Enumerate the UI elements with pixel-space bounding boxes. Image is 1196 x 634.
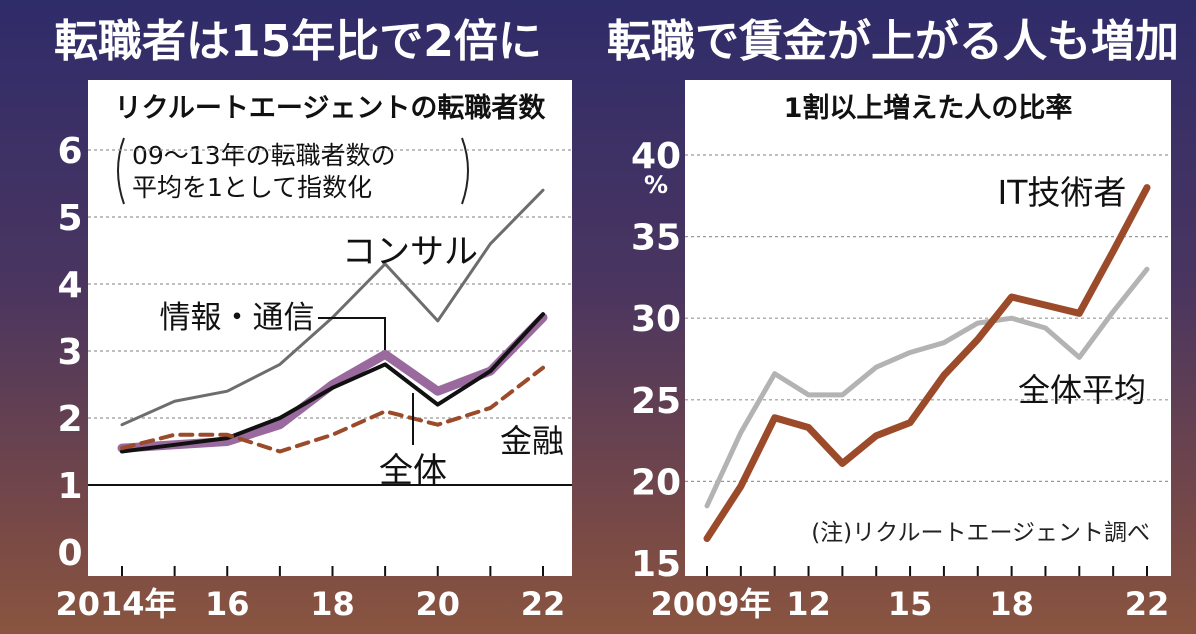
chart2-plot-area xyxy=(685,80,1171,576)
chart1-x-tick-label: 16 xyxy=(205,585,250,623)
chart1-note-line2: 平均を1として指数化 xyxy=(132,173,372,202)
chart1-y-tick-label: 6 xyxy=(57,131,82,172)
chart1-series-label-2: 全体 xyxy=(379,451,447,491)
chart1-note-line1: 09～13年の転職者数の xyxy=(132,141,396,170)
chart2-footnote: (注)リクルートエージェント調べ xyxy=(811,520,1150,546)
chart2-x-tick-label: 22 xyxy=(1125,585,1170,623)
chart2-panel: 1割以上増えた人の比率 % (注)リクルートエージェント調べ 15 20 25 30 3… xyxy=(631,80,1171,623)
chart2-y-tick-label: 20 xyxy=(631,462,681,503)
chart2-title: 転職で賃金が上がる人も増加 xyxy=(607,16,1179,67)
chart1-series-label-1: 情報・通信 xyxy=(160,300,315,336)
chart1-note-bracket-right xyxy=(461,137,469,205)
chart1-note-bracket-left xyxy=(117,137,125,205)
chart2-y-tick-label: 25 xyxy=(631,381,681,422)
chart1-y-tick-label: 2 xyxy=(57,399,82,440)
chart2-series-label-0: 全体平均 xyxy=(1018,371,1146,409)
chart1-x-tick-label: 2014年 xyxy=(55,585,176,623)
chart1-series-line-2 xyxy=(120,312,545,454)
chart1-x-tick-label: 20 xyxy=(415,585,460,623)
chart2-unit: % xyxy=(644,171,668,199)
chart1-series-line-3 xyxy=(120,365,545,454)
chart1-y-tick-label: 0 xyxy=(57,533,82,574)
chart2-series-label-1: IT技術者 xyxy=(998,173,1127,212)
chart1-y-tick-label: 4 xyxy=(57,265,82,306)
chart2-y-tick-label: 40 xyxy=(631,136,681,177)
chart2-series-line-0 xyxy=(704,266,1150,509)
chart2-x-tick-label: 15 xyxy=(888,585,933,623)
chart1-series-label-3: 金融 xyxy=(500,422,564,460)
chart1-y-tick-label: 1 xyxy=(57,466,82,507)
chart2-y-tick-label: 15 xyxy=(631,544,681,585)
chart1-leader-info xyxy=(318,317,386,350)
chart2-x-tick-label: 12 xyxy=(786,585,831,623)
chart2-subtitle: 1割以上増えた人の比率 xyxy=(784,92,1073,124)
chart1-subtitle: リクルートエージェントの転職者数 xyxy=(115,93,547,124)
chart1-series-label-0: コンサル xyxy=(342,232,478,272)
chart1-y-tick-label: 5 xyxy=(57,198,82,239)
chart2-x-tick-label: 2009年 xyxy=(650,585,771,623)
chart2-series-line-1 xyxy=(703,184,1151,543)
chart1-panel: リクルートエージェントの転職者数 09～13年の転職者数の 平均を1として指数化… xyxy=(55,80,572,623)
chart1-x-tick-label: 18 xyxy=(310,585,355,623)
chart2-x-tick-label: 18 xyxy=(989,585,1034,623)
chart2-y-tick-label: 30 xyxy=(631,299,681,340)
chart2-y-tick-label: 35 xyxy=(631,218,681,259)
chart1-title: 転職者は15年比で2倍に xyxy=(54,16,542,67)
chart1-plot-area xyxy=(88,80,572,576)
chart1-x-tick-label: 22 xyxy=(521,585,566,623)
chart1-y-tick-label: 3 xyxy=(57,332,82,373)
